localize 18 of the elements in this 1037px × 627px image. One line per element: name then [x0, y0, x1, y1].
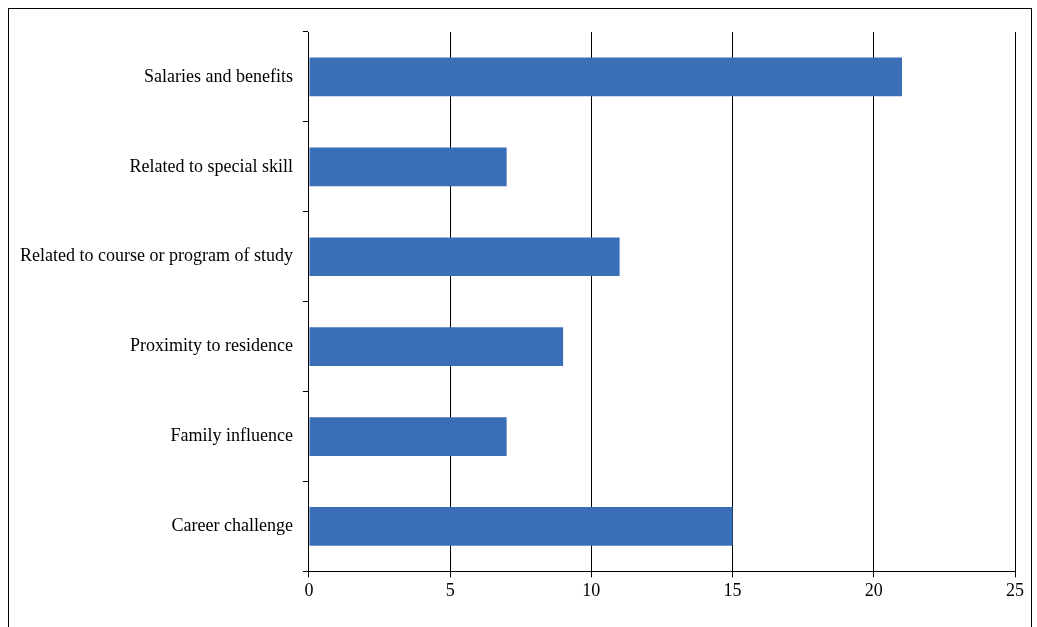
- y-tick-label: Proximity to residence: [129, 335, 293, 356]
- bar: [309, 57, 903, 97]
- bar: [309, 237, 620, 277]
- x-tick-label: 20: [864, 579, 883, 600]
- y-tick-label: Career challenge: [171, 515, 293, 536]
- y-tick-label: Related to course or program of study: [19, 245, 293, 266]
- y-tick-label: Related to special skill: [129, 155, 293, 176]
- bar: [309, 417, 507, 456]
- y-tick-label: Family influence: [170, 425, 293, 446]
- bar: [309, 147, 507, 187]
- x-tick-label: 15: [723, 579, 742, 600]
- y-tick-label: Salaries and benefits: [143, 65, 293, 86]
- x-tick-label: 5: [445, 579, 455, 600]
- bar: [309, 327, 564, 366]
- bar: [309, 507, 733, 546]
- x-tick-label: 10: [582, 579, 601, 600]
- x-tick-label: 25: [1006, 579, 1024, 600]
- x-tick-label: 0: [304, 579, 314, 600]
